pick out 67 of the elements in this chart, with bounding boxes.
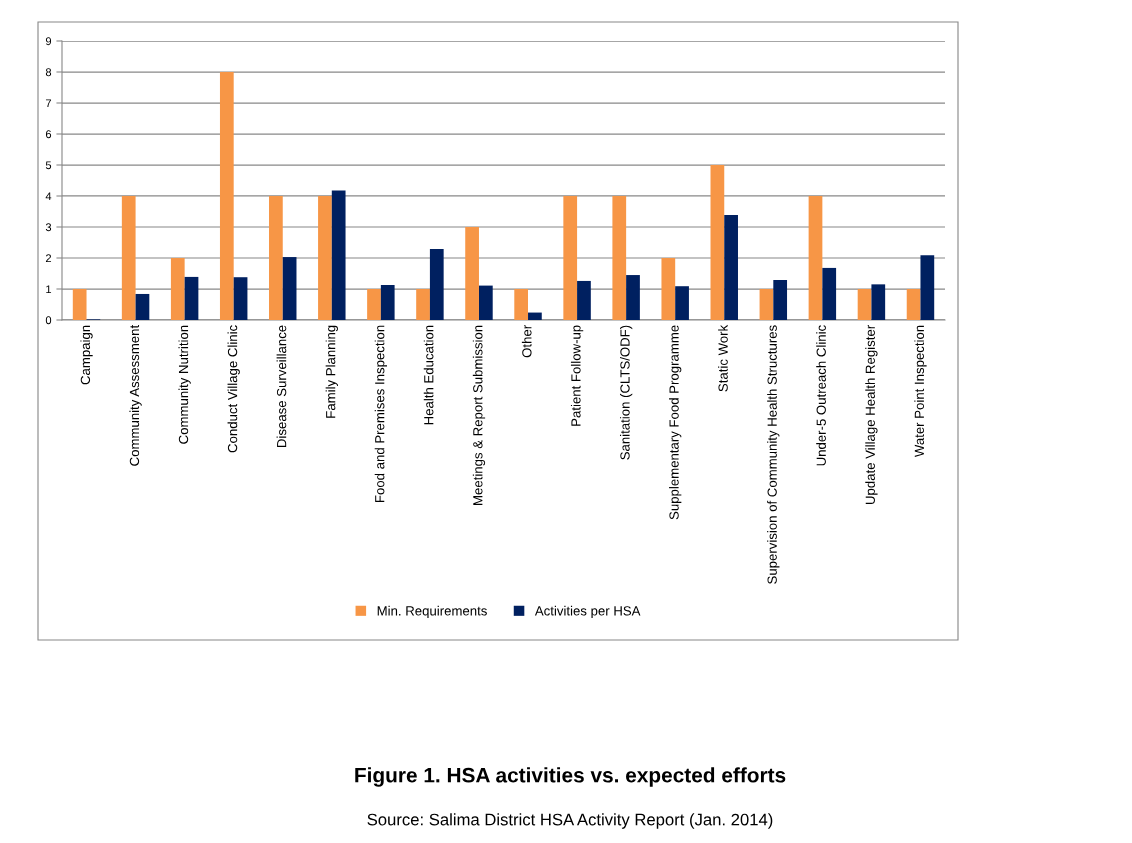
- y-tick-label: 6: [45, 130, 52, 139]
- bar: [367, 289, 381, 320]
- source-note: Source: Salima District HSA Activity Report (Jan. 2014): [367, 813, 773, 829]
- x-tick-label: Update Village Health Register: [865, 325, 878, 505]
- bar: [563, 196, 578, 320]
- text: Figure 1. HSA activities vs. expected efforts: [355, 767, 786, 787]
- bar: [219, 72, 234, 320]
- y-tick-label: 3: [45, 223, 52, 232]
- x-tick-label: Health Education: [423, 325, 434, 425]
- x-tick-label: Sanitation (CLTS/ODF): [619, 325, 633, 460]
- bar: [135, 293, 150, 320]
- x-tick-label: Static Work: [718, 324, 728, 392]
- bar: [857, 289, 872, 320]
- bar: [675, 286, 689, 320]
- y-tick-label: 4: [45, 192, 52, 201]
- bar: [528, 312, 542, 320]
- bar: [724, 214, 738, 320]
- bar: [822, 267, 837, 320]
- x-tick-label: Food and Premises Inspection: [374, 325, 388, 502]
- bar: [429, 249, 444, 320]
- y-tick-label: 9: [45, 37, 52, 46]
- bar: [478, 285, 493, 320]
- x-tick-label: Supplementary Food Programme: [669, 325, 682, 520]
- x-tick-label: Under-5 Outreach Clinic: [816, 325, 826, 466]
- bar: [269, 196, 283, 320]
- bar: [233, 277, 248, 320]
- x-tick-label: Patient Follow-up: [570, 325, 584, 426]
- bar: [170, 258, 185, 320]
- legend-label: Activities per HSA: [534, 605, 641, 619]
- bar: [380, 284, 395, 320]
- bar: [318, 196, 332, 320]
- bar: [920, 255, 935, 320]
- bar: [759, 289, 774, 320]
- x-tick-label: Water Point Inspection: [914, 325, 927, 458]
- bar: [282, 257, 297, 320]
- y-tick-label: 1: [46, 285, 52, 294]
- bar: [661, 258, 676, 320]
- x-tick-label: Conduct Village Clinic: [227, 325, 240, 453]
- y-tick-label: 2: [45, 254, 52, 263]
- bar: [514, 289, 529, 320]
- bar: [906, 289, 921, 320]
- bar: [710, 165, 725, 320]
- bar: [808, 196, 823, 320]
- x-tick-label: Campaign: [80, 325, 93, 385]
- y-tick-label: 0: [45, 316, 52, 325]
- y-tick-label: 8: [45, 68, 52, 77]
- x-tick-label: Other: [521, 325, 532, 358]
- bar: [577, 280, 591, 320]
- bar: [871, 284, 886, 320]
- bar: [72, 289, 87, 320]
- y-tick-label: 7: [45, 99, 52, 108]
- bar: [331, 190, 346, 320]
- bar: [612, 196, 627, 320]
- bar: [184, 276, 199, 320]
- bar: [465, 227, 479, 320]
- x-tick-label: Family Planning: [325, 325, 338, 418]
- x-tick-label: Supervision of Community Health Structures: [767, 325, 780, 584]
- bar: [121, 196, 136, 320]
- x-tick-label: Community Nutrition: [178, 325, 191, 444]
- bar: [773, 280, 788, 320]
- x-tick-label: Disease Surveillance: [276, 325, 287, 447]
- bar: [626, 275, 640, 320]
- legend-label: Min. Requirements: [377, 605, 487, 619]
- bar: [416, 289, 430, 320]
- y-tick-label: 5: [45, 161, 52, 170]
- x-tick-label: Community Assessment: [129, 324, 142, 466]
- x-tick-label: Meetings & Report Submission: [472, 325, 486, 505]
